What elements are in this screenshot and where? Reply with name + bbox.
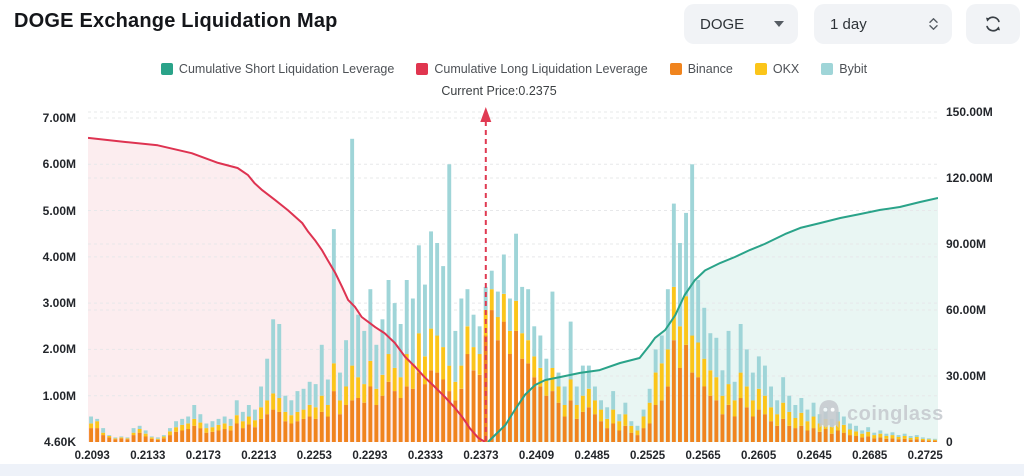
y-axis-label-right: 120.00M [946, 171, 993, 185]
y-axis-label-right: 150.00M [946, 105, 993, 119]
legend-label: Cumulative Short Liquidation Leverage [178, 62, 395, 76]
y-axis-label-left: 6.00M [42, 157, 76, 172]
x-axis-label: 0.2565 [685, 450, 721, 462]
x-axis-label: 0.2093 [74, 450, 110, 462]
timeline-strip [0, 464, 1024, 476]
x-axis-label: 0.2133 [130, 450, 166, 462]
x-axis-label: 0.2525 [629, 450, 666, 462]
legend-label: OKX [772, 62, 800, 76]
y-axis-label-left: 5.00M [42, 203, 76, 218]
y-axis-label-right: 90.00M [946, 237, 987, 251]
current-price-annotation: Current Price:0.2375 [441, 84, 557, 98]
x-axis-label: 0.2485 [574, 450, 610, 462]
interval-select-value: 1 day [830, 15, 867, 33]
y-axis-label-right: 60.00M [946, 303, 987, 317]
legend-item-cumulative-long-liquidation-leverage[interactable]: Cumulative Long Liquidation Leverage [416, 62, 648, 76]
legend-swatch [821, 63, 834, 75]
x-axis-label: 0.2725 [907, 450, 943, 462]
caret-down-icon [774, 21, 784, 27]
y-axis-label-left: 7.00M [42, 110, 76, 125]
x-axis-label: 0.2409 [518, 450, 555, 462]
x-axis-label: 0.2173 [185, 450, 221, 462]
legend-swatch [160, 63, 173, 75]
symbol-select[interactable]: DOGE [684, 4, 798, 44]
updown-chevrons-icon [929, 18, 938, 30]
y-axis-label-left: 2.00M [42, 342, 76, 357]
x-axis-label: 0.2213 [241, 450, 277, 462]
refresh-button[interactable] [966, 4, 1020, 44]
legend-item-bybit[interactable]: Bybit [821, 62, 867, 76]
legend-item-cumulative-short-liquidation-leverage[interactable]: Cumulative Short Liquidation Leverage [160, 62, 395, 76]
x-axis-label: 0.2253 [296, 450, 332, 462]
symbol-select-value: DOGE [700, 15, 745, 33]
y-axis-label-left: 4.00M [42, 249, 76, 264]
page-title: DOGE Exchange Liquidation Map [14, 10, 338, 32]
y-axis-label-right: 30.00M [946, 369, 987, 383]
legend-label: Cumulative Long Liquidation Leverage [434, 62, 648, 76]
legend-item-binance[interactable]: Binance [669, 62, 733, 76]
chart-legend: Cumulative Short Liquidation Leverage Cum… [88, 62, 940, 76]
refresh-icon [986, 16, 1000, 32]
y-axis-label-left: 4.60K [43, 435, 76, 449]
x-axis-label: 0.2645 [796, 450, 832, 462]
y-axis-label-left: 1.00M [42, 388, 76, 403]
legend-label: Bybit [839, 62, 868, 76]
legend-label: Binance [687, 62, 733, 76]
legend-item-okx[interactable]: OKX [754, 62, 800, 76]
interval-select[interactable]: 1 day [814, 4, 952, 44]
x-axis-label: 0.2333 [407, 450, 444, 462]
legend-swatch [416, 63, 429, 75]
x-axis-label: 0.2685 [852, 450, 888, 462]
y-axis-label-left: 3.00M [42, 296, 76, 311]
x-axis-label: 0.2605 [741, 450, 777, 462]
legend-swatch [669, 63, 682, 75]
legend-swatch [754, 63, 767, 75]
x-axis-label: 0.2373 [463, 450, 499, 462]
x-axis-label: 0.2293 [352, 450, 388, 462]
y-axis-label-right: 0 [946, 435, 953, 449]
liquidation-chart[interactable] [88, 105, 938, 442]
